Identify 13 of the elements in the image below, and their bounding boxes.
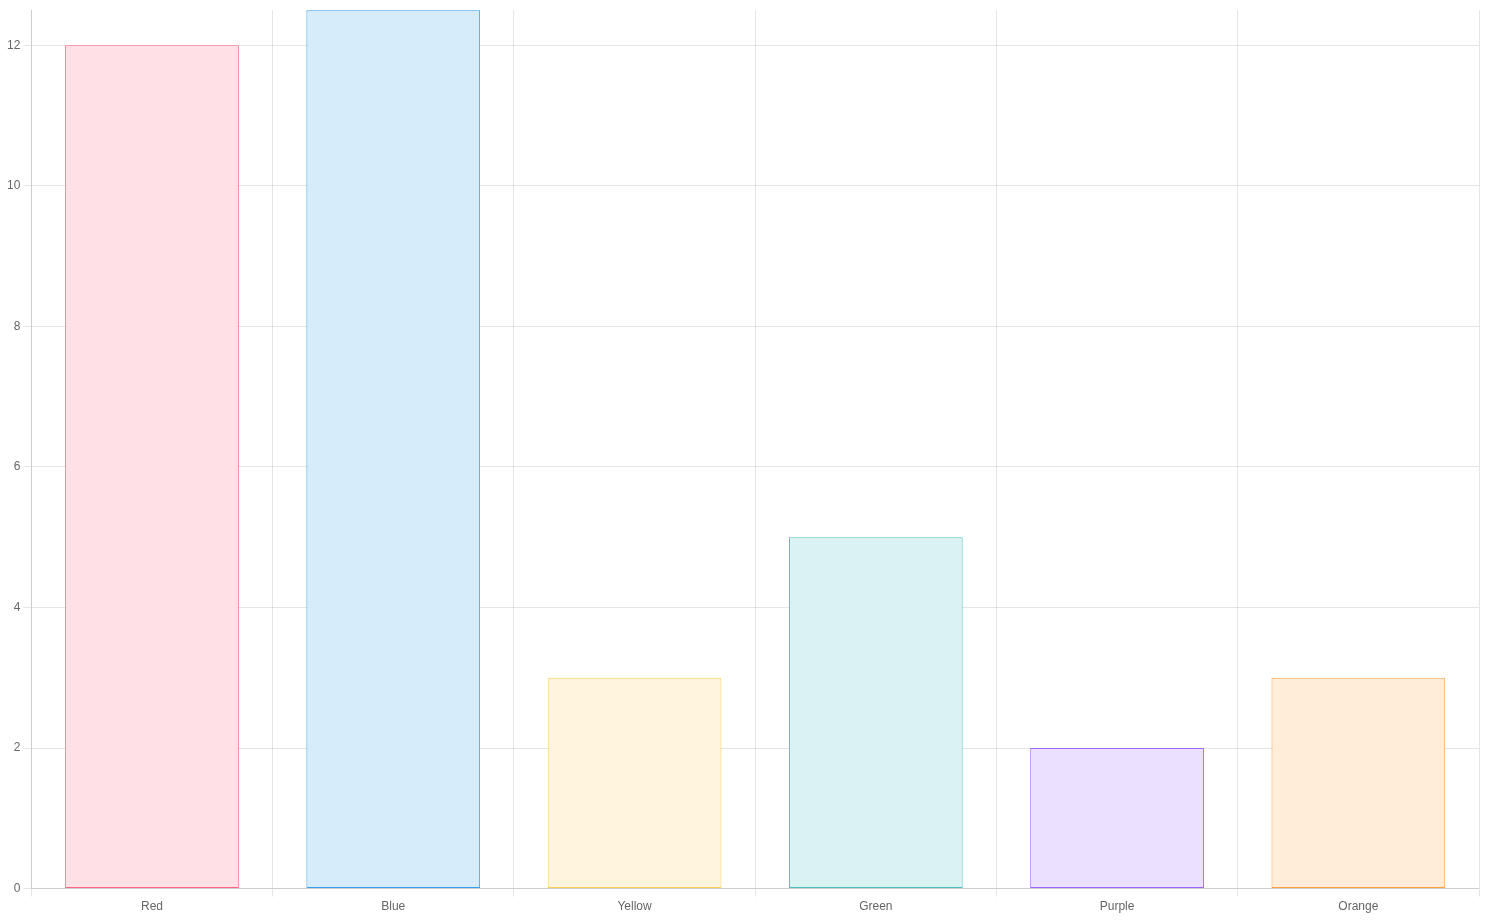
y-tick-label: 4 — [13, 599, 21, 614]
y-tick-label: 8 — [13, 318, 21, 333]
x-tick-label: Green — [859, 899, 893, 914]
y-tick-label: 10 — [6, 178, 21, 193]
y-tick-label: 6 — [13, 459, 21, 474]
x-tick-label: Blue — [381, 899, 406, 914]
x-tick-label: Yellow — [617, 899, 652, 914]
y-tick-label: 12 — [6, 37, 21, 52]
y-tick-label: 0 — [13, 880, 21, 895]
x-tick-label: Purple — [1099, 899, 1135, 914]
x-tick-label: Orange — [1338, 899, 1379, 914]
y-tick-label: 2 — [13, 740, 21, 755]
x-tick-label: Red — [140, 899, 163, 914]
